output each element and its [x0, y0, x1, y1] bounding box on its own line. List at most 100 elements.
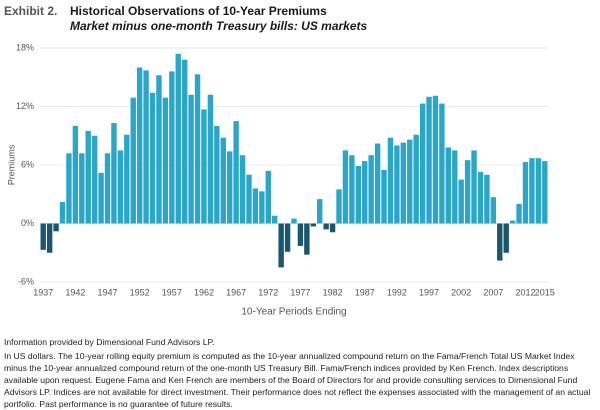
- bar: [522, 162, 529, 224]
- bar: [162, 97, 169, 224]
- bar: [201, 109, 207, 224]
- y-tick-label: 18%: [16, 42, 34, 52]
- bar: [194, 74, 201, 224]
- bar: [124, 134, 130, 224]
- y-tick-label: 6%: [21, 159, 34, 169]
- y-axis-label: Premiums: [6, 144, 16, 185]
- bar: [130, 97, 136, 224]
- bar: [362, 161, 368, 224]
- bar: [509, 220, 516, 224]
- bar: [329, 223, 336, 233]
- x-tick-label: 1982: [323, 287, 343, 297]
- bar: [291, 218, 297, 224]
- x-tick-label: 1962: [194, 287, 214, 297]
- bar: [413, 134, 419, 224]
- bar: [246, 174, 252, 224]
- bar: [497, 223, 503, 261]
- x-tick-label: 2007: [483, 287, 503, 297]
- bar: [400, 142, 407, 224]
- bar: [156, 75, 162, 224]
- x-tick-label: 2015: [535, 287, 555, 297]
- bar: [407, 139, 413, 224]
- bar: [374, 143, 381, 224]
- bar: [175, 53, 181, 224]
- bar: [46, 223, 53, 253]
- bar: [445, 147, 452, 224]
- bar: [464, 160, 471, 224]
- bar: [79, 153, 85, 224]
- y-tick-label: 0%: [21, 218, 34, 228]
- x-tick-label: 1987: [355, 287, 375, 297]
- bar: [104, 153, 111, 224]
- bar: [53, 223, 59, 232]
- bar: [143, 70, 149, 224]
- bar: [458, 179, 464, 224]
- bar: [111, 123, 117, 224]
- bar: [535, 158, 542, 224]
- bar: [529, 158, 535, 224]
- exhibit-label: Exhibit 2.: [4, 4, 58, 18]
- bar: [252, 188, 259, 224]
- bar: [304, 223, 310, 255]
- bar: [419, 103, 426, 224]
- bar: [265, 170, 271, 224]
- bar: [272, 215, 278, 224]
- bar: [220, 137, 226, 224]
- bar: [310, 223, 316, 227]
- x-tick-label: 1952: [130, 287, 150, 297]
- bar: [452, 150, 458, 224]
- bar: [387, 137, 394, 224]
- bar: [394, 145, 400, 224]
- x-tick-label: 1997: [419, 287, 439, 297]
- bar: [484, 174, 490, 224]
- bar: [284, 223, 291, 252]
- x-tick-label: 1947: [98, 287, 118, 297]
- bar: [169, 71, 175, 224]
- bar: [66, 153, 72, 224]
- bar: [85, 130, 91, 224]
- bar: [355, 165, 362, 224]
- bar: [381, 169, 387, 224]
- bar: [181, 59, 188, 224]
- bar: [136, 67, 143, 224]
- x-tick-label: 2002: [451, 287, 471, 297]
- bar: [317, 199, 323, 224]
- bar: [426, 96, 432, 224]
- bar: [91, 135, 98, 224]
- x-tick-label: 1937: [33, 287, 53, 297]
- bar: [98, 172, 104, 224]
- bar: [188, 94, 194, 224]
- disclaimer: In US dollars. The 10-year rolling equit…: [4, 351, 591, 409]
- chart: Premiums 10-Year Periods Ending -6% 0% 6% 1…: [6, 42, 555, 317]
- bar: [516, 204, 522, 224]
- y-tick-label: -6%: [18, 276, 34, 286]
- bar: [59, 202, 66, 224]
- bar: [278, 223, 284, 268]
- x-tick-label: 1977: [290, 287, 310, 297]
- bar: [503, 223, 509, 253]
- bar: [259, 191, 265, 224]
- bar: [297, 223, 304, 246]
- bar: [368, 155, 374, 224]
- bar: [349, 155, 355, 224]
- chart-title: Historical Observations of 10-Year Premi…: [70, 4, 327, 18]
- bar: [226, 151, 233, 224]
- bar: [439, 103, 445, 224]
- x-tick-label: 1972: [258, 287, 278, 297]
- bar: [336, 189, 342, 224]
- bar: [233, 121, 239, 224]
- x-tick-label: 1957: [162, 287, 182, 297]
- source-note: Information provided by Dimensional Fund…: [4, 337, 215, 347]
- bar: [542, 161, 548, 224]
- chart-subtitle: Market minus one-month Treasury bills: U…: [70, 19, 368, 33]
- bar: [342, 150, 349, 224]
- bar: [432, 95, 439, 224]
- x-tick-label: 2012: [515, 287, 535, 297]
- bar: [40, 223, 46, 250]
- x-tick-label: 1942: [65, 287, 85, 297]
- y-tick-label: 12%: [16, 101, 34, 111]
- bar: [239, 155, 246, 224]
- bar: [149, 92, 156, 224]
- bar: [117, 150, 124, 224]
